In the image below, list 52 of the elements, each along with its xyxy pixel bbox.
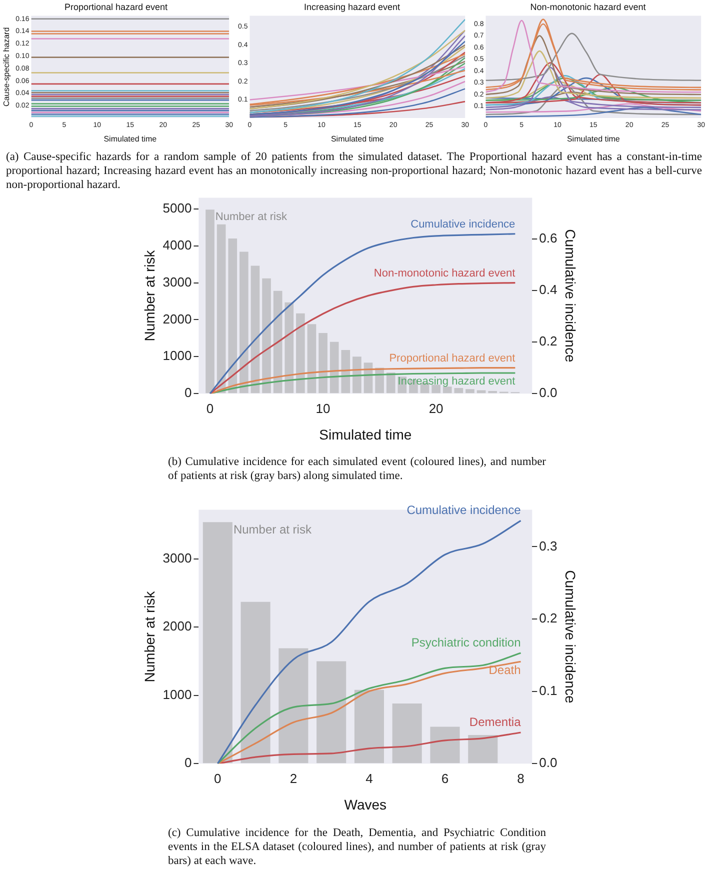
y2-axis-title: Cumulative incidence (562, 570, 579, 704)
chart-title: Non-monotonic hazard event (530, 2, 646, 12)
series-label: Non-monotonic hazard event (374, 267, 516, 280)
series-label: Number at risk (233, 522, 312, 536)
y-tick-label: 2000 (162, 311, 192, 326)
x-tick-label: 8 (517, 770, 524, 786)
y2-tick-label: 0.1 (539, 682, 558, 698)
y2-tick-label: 0.0 (539, 755, 558, 770)
x-axis-title: Waves (344, 796, 387, 812)
series-label: Number at risk (215, 211, 288, 224)
y2-tick-label: 0.0 (539, 385, 558, 400)
series-label: Death (488, 662, 521, 677)
y-tick-label: 0 (184, 755, 192, 770)
series-label: Dementia (469, 714, 522, 729)
series-label: Cumulative incidence (406, 502, 522, 517)
y2-tick-label: 0.6 (539, 230, 558, 246)
y-tick-label: 5000 (162, 200, 192, 216)
x-tick-label: 6 (441, 770, 449, 786)
y2-tick-label: 0.2 (539, 334, 558, 349)
x-tick-label: 20 (428, 400, 444, 416)
text: (a) Cause-specific hazards for a random sample of 20 patients from the simulated dataset. The Proportional hazard event has a constant-in-time proportional hazard; Increasing hazard event has an monotonically increasing non-proportional hazard; Non-monotonic hazard event has a bell-curve non-proportional hazard. (6, 150, 702, 192)
x-tick-label: 0 (206, 400, 214, 416)
y-axis-title: Cause-specific hazard (2, 27, 12, 106)
y-tick-label: 3000 (162, 274, 192, 290)
y-tick-label: 0 (184, 385, 192, 400)
x-axis-title: Simulated time (330, 134, 384, 144)
text: (c) Cumulative incidence for the Death, Dementia, and Psychiatric Condition events in the ELSA dataset (coloured lines), and number of patients at risk (gray bars) at each wave. (168, 826, 546, 868)
series-label: Psychiatric condition (411, 635, 521, 650)
x-tick-label: 4 (366, 770, 373, 786)
x-axis-title: Simulated time (319, 426, 412, 442)
y-tick-label: 3000 (162, 550, 192, 566)
y2-axis-title: Cumulative incidence (562, 229, 579, 362)
series-label: Increasing hazard event (398, 376, 516, 388)
series-label: Proportional hazard event (389, 352, 516, 364)
y-axis-title: Number at risk (141, 590, 158, 682)
x-axis-title: Simulated time (566, 134, 620, 144)
x-tick-label: 0 (214, 770, 222, 786)
y-tick-label: 4000 (162, 237, 192, 252)
x-tick-label: 10 (316, 400, 330, 416)
y-tick-label: 1000 (162, 348, 192, 364)
y2-tick-label: 0.2 (539, 610, 558, 626)
y-tick-label: 1000 (162, 686, 192, 702)
y2-tick-label: 0.3 (539, 538, 558, 554)
y-axis-title: Number at risk (141, 249, 158, 342)
text: (b) Cumulative incidence for each simulated event (coloured lines), and number of patients at risk (gray bars) along simulated time. (168, 455, 546, 483)
x-tick-label: 2 (290, 770, 298, 786)
y-tick-label: 2000 (162, 618, 192, 634)
x-axis-title: Simulated time (104, 134, 158, 144)
chart-title: Proportional hazard event (64, 2, 168, 12)
series-label: Cumulative incidence (410, 218, 516, 230)
chart-title: Increasing hazard event (304, 2, 401, 12)
y2-tick-label: 0.4 (539, 282, 558, 298)
